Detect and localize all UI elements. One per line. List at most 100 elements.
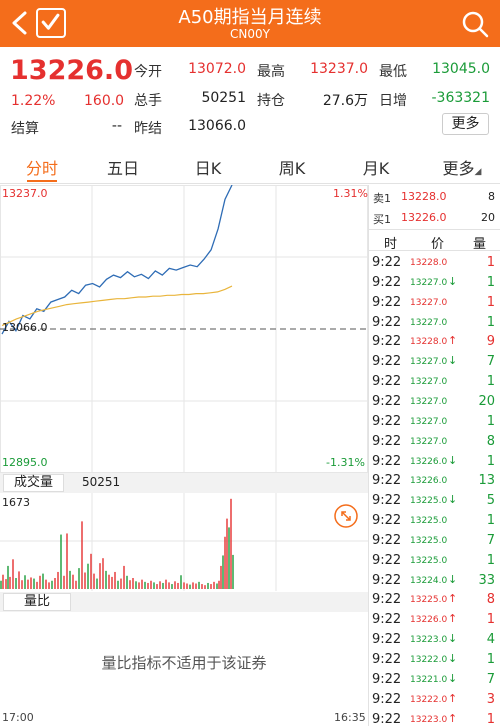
bid-price: 13226.0: [401, 211, 447, 224]
trade-arrow: ↓: [448, 632, 458, 646]
trades-header-time: 时: [384, 237, 398, 252]
prev-settle-label: 昨结: [134, 121, 162, 137]
trade-time: 9:22: [372, 294, 402, 310]
bid-label: 买1: [373, 213, 391, 226]
trade-row: 9:22 13226.0 ↓ 1: [369, 452, 500, 472]
trade-price: 13225.0: [410, 496, 448, 507]
tab-more-label: 更多: [442, 159, 475, 178]
trade-time: 9:22: [372, 632, 402, 648]
expand-icon[interactable]: [333, 503, 359, 529]
volume-chart-svg: [0, 493, 368, 591]
trade-time: 9:22: [372, 255, 402, 270]
trade-time: 9:22: [372, 552, 402, 568]
trade-volume: 1: [486, 274, 495, 290]
trade-price: 13227.0: [410, 277, 448, 288]
volume-header: 成交量 50251: [0, 473, 368, 493]
trade-price: 13227.0: [410, 396, 448, 407]
ask-label: 卖1: [373, 192, 391, 205]
trade-volume: 33: [478, 572, 495, 588]
trade-time: 9:22: [372, 274, 402, 290]
trade-time: 9:22: [372, 513, 402, 529]
trades-header: 时 价 量: [369, 229, 500, 252]
trade-row: 9:22 13222.0 ↑ 3: [369, 690, 500, 710]
settle-label: 结算: [11, 121, 39, 137]
average-line: [1, 285, 233, 327]
trade-price: 13225.0: [410, 535, 448, 546]
trade-volume: 20: [478, 393, 495, 409]
price-chart-svg: [0, 185, 368, 473]
ratio-header: 量比: [0, 592, 368, 612]
trade-volume: 1: [486, 314, 495, 330]
trade-arrow: ↓: [448, 493, 458, 507]
contract-code: CN00Y: [230, 27, 270, 41]
settle-value: --: [111, 118, 122, 134]
trade-time: 9:22: [372, 592, 402, 608]
trade-volume: 1: [486, 711, 495, 726]
trade-price: 13222.0: [410, 655, 448, 665]
trade-row: 9:22 13227.0 ↓ 1: [369, 273, 500, 293]
last-price: 13226.0: [10, 55, 133, 86]
trade-volume: 7: [486, 671, 495, 687]
trade-row: 9:22 13221.0 ↓ 7: [369, 670, 500, 690]
back-icon[interactable]: [8, 10, 32, 36]
trade-row: 9:22 13222.0 ↓ 1: [369, 650, 500, 670]
trade-row: 9:22 13226.0 ↑ 1: [369, 610, 500, 630]
ask-row: 卖1 13228.0 8: [369, 187, 500, 207]
trade-volume: 1: [486, 612, 495, 628]
trade-time: 9:22: [372, 453, 402, 469]
volume-total: 50251: [82, 475, 121, 489]
prev-settle-value: 13066.0: [188, 118, 246, 134]
trade-row: 9:22 13225.0 ↓ 5: [369, 491, 500, 511]
trades-header-price: 价: [431, 237, 445, 252]
search-icon[interactable]: [461, 10, 489, 38]
trade-volume: 9: [486, 334, 495, 350]
trade-arrow: ↑: [448, 691, 458, 705]
volume-max-label: 1673: [2, 496, 30, 509]
trade-price: 13227.0: [410, 416, 448, 427]
trade-row: 9:22 13228.0 ↑ 9: [369, 332, 500, 352]
bid-volume: 20: [481, 211, 495, 224]
tab-more[interactable]: 更多◢: [432, 155, 492, 179]
trade-time: 9:22: [372, 393, 402, 409]
trade-row: 9:22 13226.0 13: [369, 471, 500, 491]
ratio-message: 量比指标不适用于该证券: [101, 654, 267, 672]
tab-monthly-k[interactable]: 月K: [362, 159, 390, 178]
trade-row: 9:22 13227.0 8: [369, 432, 500, 452]
trade-row: 9:22 13227.0 20: [369, 392, 500, 412]
page-title: A50期指当月连续: [178, 7, 322, 28]
trade-row: 9:22 13225.0 ↑ 8: [369, 590, 500, 610]
trade-price: 13224.0: [410, 575, 448, 586]
trade-volume: 1: [486, 294, 495, 310]
position-label: 持仓: [257, 93, 285, 109]
trade-time: 9:22: [372, 532, 402, 548]
tab-daily-k[interactable]: 日K: [194, 159, 222, 178]
trade-volume: 7: [486, 532, 495, 548]
trade-volume: 1: [486, 453, 495, 469]
tab-weekly-k[interactable]: 周K: [278, 159, 306, 178]
low-label: 最低: [379, 64, 407, 80]
more-button[interactable]: 更多: [442, 113, 489, 135]
trade-row: 9:22 13227.0 1: [369, 412, 500, 432]
tab-five-day[interactable]: 五日: [106, 159, 139, 178]
open-value: 13072.0: [188, 61, 246, 77]
tab-intraday[interactable]: 分时: [25, 159, 58, 178]
high-value: 13237.0: [310, 61, 368, 77]
trade-arrow: ↓: [448, 453, 458, 467]
trade-price: 13221.0: [410, 674, 448, 685]
trade-price: 13226.0: [410, 476, 448, 487]
active-tab-indicator: [27, 180, 57, 182]
trade-price: 13227.0: [410, 377, 448, 388]
intraday-chart[interactable]: 13237.0 1.31% 13066.0 12895.0 -1.31% 成交量…: [0, 185, 368, 726]
app-header: A50期指当月连续 CN00Y: [0, 0, 500, 47]
quote-panel: 13226.0 1.22% 160.0 今开 13072.0 最高 13237.…: [0, 47, 500, 147]
checkmark-icon[interactable]: [36, 8, 66, 38]
trade-arrow: ↑: [448, 334, 458, 348]
trade-time: 9:22: [372, 652, 402, 667]
ratio-indicator-button[interactable]: 量比: [3, 593, 72, 611]
time-end-label: 16:35: [334, 711, 366, 724]
trade-panel: 卖1 13228.0 8 买1 13226.0 20 时 价 量 9:22 132…: [368, 185, 500, 726]
volume-indicator-button[interactable]: 成交量: [3, 474, 65, 492]
trade-arrow: ↓: [448, 572, 458, 586]
position-value: 27.6万: [322, 93, 368, 109]
volume-value: 50251: [201, 90, 246, 106]
